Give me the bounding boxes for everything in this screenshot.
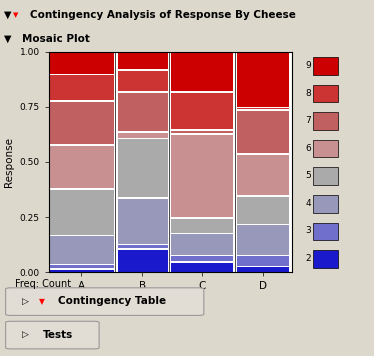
- Text: Contingency Table: Contingency Table: [58, 296, 166, 306]
- FancyBboxPatch shape: [6, 288, 204, 315]
- Y-axis label: Response: Response: [4, 137, 14, 187]
- Bar: [49, 74, 114, 100]
- Text: 8: 8: [305, 89, 311, 98]
- Bar: [313, 85, 338, 102]
- Text: ▼: ▼: [13, 12, 18, 18]
- Bar: [49, 189, 114, 235]
- Bar: [236, 110, 289, 153]
- Text: 5: 5: [305, 171, 311, 180]
- Bar: [117, 52, 168, 69]
- Bar: [313, 250, 338, 268]
- Bar: [313, 57, 338, 75]
- Bar: [313, 223, 338, 240]
- Bar: [49, 101, 114, 144]
- Text: ▷: ▷: [22, 330, 29, 339]
- Bar: [170, 218, 233, 232]
- Text: 3: 3: [305, 226, 311, 235]
- Bar: [49, 235, 114, 263]
- Bar: [170, 130, 233, 133]
- Text: ▷: ▷: [22, 297, 29, 306]
- Bar: [313, 140, 338, 157]
- Bar: [170, 233, 233, 255]
- Text: 6: 6: [305, 144, 311, 153]
- Bar: [49, 264, 114, 268]
- X-axis label: Cheese: Cheese: [151, 297, 190, 307]
- Bar: [170, 52, 233, 91]
- Bar: [170, 92, 233, 129]
- Text: 4: 4: [305, 199, 311, 208]
- Bar: [236, 266, 289, 272]
- Bar: [49, 268, 114, 272]
- Bar: [313, 112, 338, 130]
- Text: Mosaic Plot: Mosaic Plot: [22, 34, 90, 44]
- Bar: [313, 195, 338, 213]
- Text: Contingency Analysis of Response By Cheese: Contingency Analysis of Response By Chee…: [30, 10, 296, 20]
- Bar: [236, 52, 289, 107]
- Bar: [117, 92, 168, 131]
- FancyBboxPatch shape: [6, 321, 99, 349]
- Text: Freq: Count: Freq: Count: [15, 279, 71, 289]
- Bar: [170, 134, 233, 217]
- Bar: [236, 154, 289, 195]
- Text: 2: 2: [305, 254, 311, 263]
- Bar: [117, 244, 168, 248]
- Bar: [236, 196, 289, 224]
- Bar: [117, 249, 168, 272]
- Text: ▼: ▼: [4, 10, 11, 20]
- Bar: [170, 262, 233, 272]
- Text: ▼: ▼: [4, 34, 11, 44]
- Bar: [49, 52, 114, 74]
- Text: ▼: ▼: [39, 297, 45, 306]
- Text: 9: 9: [305, 61, 311, 70]
- Bar: [117, 132, 168, 138]
- Bar: [236, 108, 289, 109]
- Bar: [117, 198, 168, 244]
- Bar: [236, 224, 289, 255]
- Bar: [49, 145, 114, 188]
- Bar: [170, 255, 233, 261]
- Text: 7: 7: [305, 116, 311, 125]
- Bar: [313, 168, 338, 185]
- Bar: [117, 138, 168, 197]
- Bar: [236, 255, 289, 266]
- Bar: [117, 70, 168, 91]
- Text: Tests: Tests: [43, 330, 73, 340]
